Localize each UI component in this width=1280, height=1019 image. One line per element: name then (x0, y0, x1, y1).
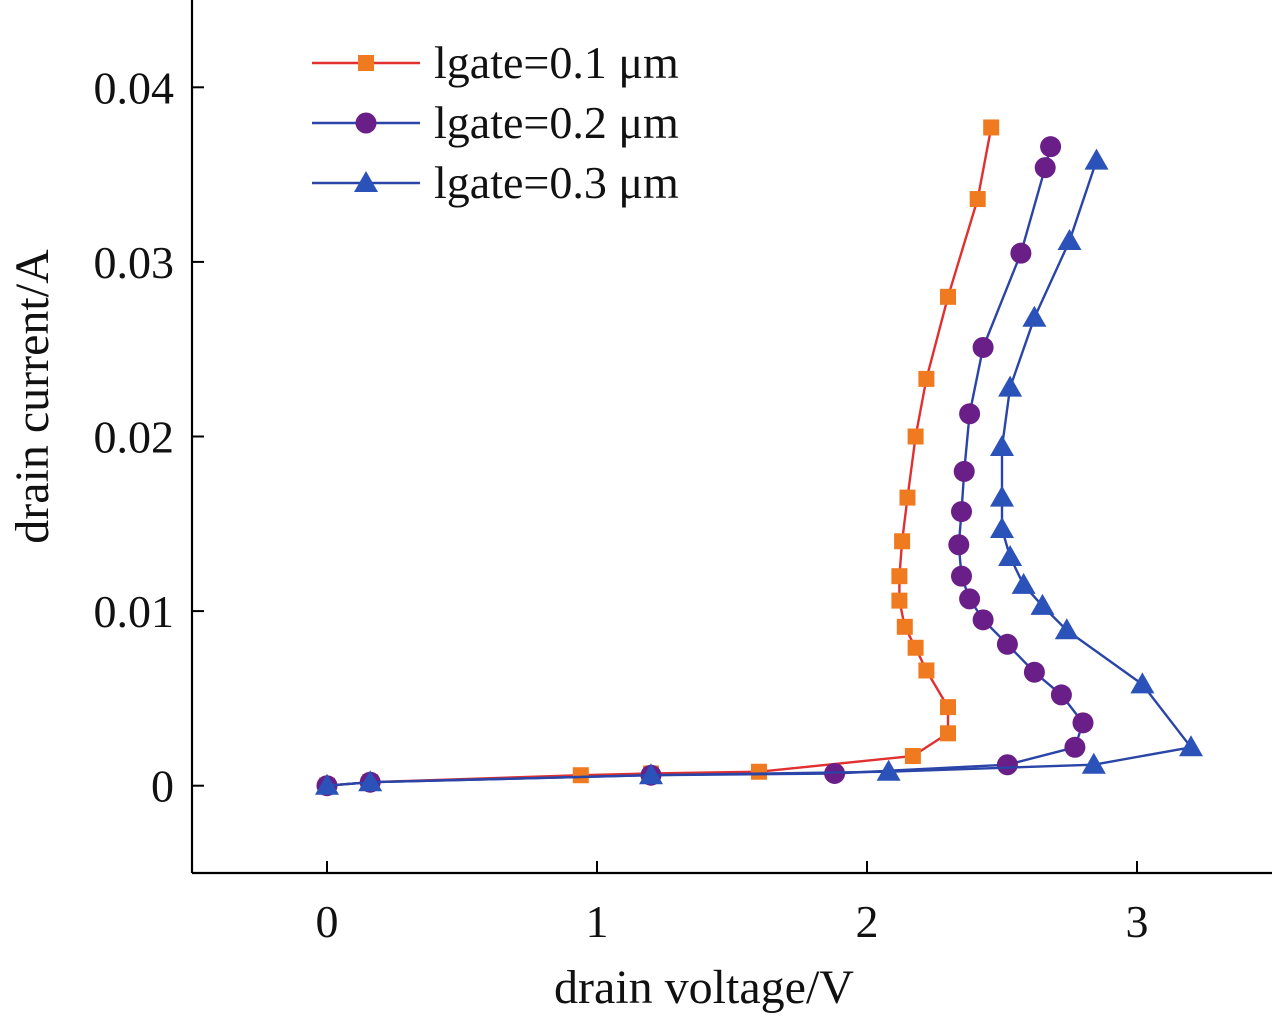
legend-marker (355, 112, 377, 134)
data-point (998, 375, 1023, 397)
data-point (572, 767, 589, 784)
y-tick-label: 0.02 (94, 412, 175, 463)
data-point (990, 485, 1014, 507)
data-point (990, 517, 1014, 539)
data-point (1010, 242, 1032, 264)
data-point (1030, 593, 1055, 615)
y-tick-label: 0 (151, 761, 174, 812)
data-point (959, 403, 981, 425)
series-1-line (326, 127, 993, 787)
series-3-line (326, 160, 1193, 787)
legend-item-2: lgate=0.2 μm (312, 97, 679, 148)
data-point (1057, 228, 1082, 250)
y-tick-label: 0.04 (94, 62, 175, 113)
data-point (1011, 572, 1036, 594)
data-point (896, 618, 913, 635)
legend-label: lgate=0.3 μm (434, 157, 679, 208)
data-point (1050, 684, 1072, 706)
legend-label: lgate=0.2 μm (434, 97, 679, 148)
data-point (951, 565, 972, 587)
data-point (1040, 136, 1062, 158)
data-point (1081, 752, 1106, 774)
legend-label: lgate=0.1 μm (434, 37, 679, 88)
legend-marker (358, 55, 374, 71)
y-axis-title: drain current/A (6, 249, 59, 544)
data-point (904, 748, 921, 765)
legend-item-3: lgate=0.3 μm (312, 157, 679, 208)
data-point (953, 460, 975, 482)
data-point (948, 534, 970, 556)
data-point (1054, 618, 1079, 640)
legend: lgate=0.1 μm lgate=0.2 μm lgate=0.3 μm (312, 37, 679, 208)
x-tick-label: 1 (586, 896, 609, 947)
data-point (1072, 712, 1094, 734)
data-point (639, 763, 663, 785)
series-1 (319, 119, 1000, 794)
data-point (918, 370, 935, 387)
data-point (899, 489, 916, 506)
series-2 (316, 136, 1094, 797)
data-point (1034, 157, 1056, 179)
data-point (907, 639, 924, 656)
axes: 0 1 2 3 0 0.01 0.02 0.03 0.04 (94, 0, 1272, 947)
x-tick-label: 3 (1126, 896, 1149, 947)
data-point (972, 609, 994, 631)
data-point (315, 773, 339, 795)
legend-marker (354, 171, 378, 192)
series-3 (315, 148, 1203, 795)
data-point (940, 725, 956, 742)
data-point (1084, 148, 1109, 170)
data-point (998, 544, 1023, 566)
y-tick-label: 0.01 (94, 586, 175, 637)
x-tick-label: 2 (856, 896, 879, 947)
x-tick-label: 0 (316, 896, 339, 947)
data-point (1179, 735, 1203, 757)
data-point (891, 592, 908, 609)
data-point (907, 428, 924, 445)
data-point (983, 119, 1000, 136)
legend-item-1: lgate=0.1 μm (312, 37, 679, 88)
series-layer (315, 119, 1203, 797)
data-point (894, 533, 911, 550)
data-point (972, 336, 994, 358)
y-tick-label: 0.03 (94, 237, 175, 288)
data-point (358, 770, 383, 792)
data-point (1022, 305, 1047, 327)
data-point (940, 288, 956, 305)
data-point (996, 754, 1018, 776)
data-point (996, 633, 1018, 655)
data-point (1064, 736, 1086, 758)
data-point (918, 662, 935, 679)
data-point (891, 568, 908, 585)
data-point (969, 191, 986, 208)
data-point (1023, 661, 1045, 683)
data-point (959, 588, 981, 610)
data-point (940, 699, 956, 716)
data-point (990, 434, 1014, 456)
data-point (751, 763, 767, 780)
data-point (1130, 672, 1155, 694)
data-point (951, 501, 972, 523)
data-point (876, 759, 901, 781)
x-axis-title: drain voltage/V (554, 961, 854, 1014)
